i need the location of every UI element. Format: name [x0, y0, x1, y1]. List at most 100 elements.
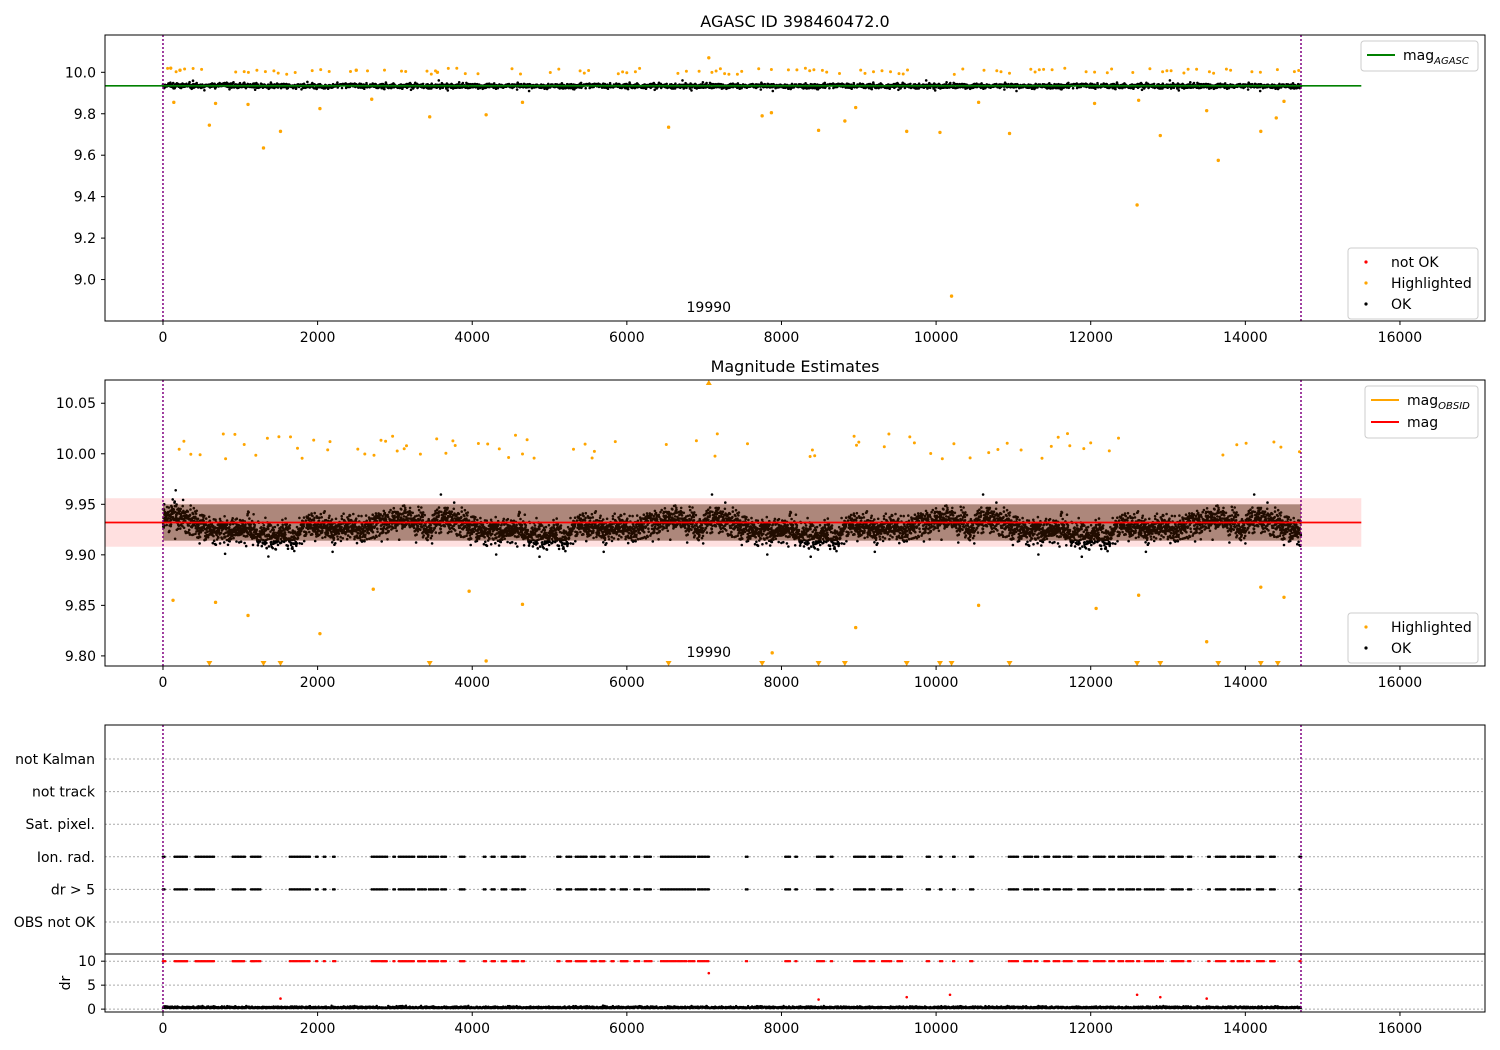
dr-plot-frame: [104, 953, 1486, 1013]
x-tick-label: 12000: [1068, 675, 1113, 691]
magnitude-estimates-panel: 0 2000 4000 6000 8000 10000 12000 14000 16000 9.8…: [56, 357, 1486, 691]
dr-outlier-point: [1135, 993, 1139, 997]
highlighted-point: [1136, 593, 1141, 597]
flag-row-label: dr > 5: [51, 882, 95, 898]
highlighted-point: [976, 100, 981, 105]
x-tick-label: 2000: [300, 1021, 336, 1037]
clipped-below-marker: [903, 661, 910, 666]
highlighted-point: [1136, 98, 1141, 102]
y-tick-label: 9.8: [74, 107, 96, 123]
highlighted-points: [177, 432, 1301, 461]
x-tick-label: 6000: [609, 1021, 645, 1037]
x-tick-label: 8000: [764, 675, 800, 691]
x-tick-label: 4000: [454, 675, 490, 691]
flag-row-label: Sat. pixel.: [26, 817, 95, 833]
legend-label: mag: [1407, 415, 1438, 431]
x-tick-label: 12000: [1068, 1021, 1113, 1037]
highlighted-point: [520, 602, 525, 607]
dr-panel: 0 5 10 dr 0 2000 4000 6000 8000 10000 12000 14000 16…: [58, 953, 1486, 1037]
highlighted-point: [435, 70, 440, 75]
estimates-point-legend: [1347, 612, 1479, 664]
x-tick-label: 16000: [1378, 330, 1423, 346]
highlighted-point: [261, 146, 266, 150]
highlighted-point: [213, 101, 218, 106]
highlighted-point: [207, 123, 212, 127]
highlighted-point: [843, 119, 847, 123]
legend-label: not OK: [1391, 255, 1439, 271]
legend-label: Highlighted: [1391, 620, 1472, 636]
highlighted-point: [707, 56, 711, 60]
y-tick-label: 9.85: [65, 598, 96, 614]
legend-marker: [1364, 625, 1368, 629]
x-tick-label: 0: [159, 330, 168, 346]
clipped-below-marker: [1257, 661, 1264, 666]
highlighted-point: [760, 114, 764, 118]
x-tick-label: 14000: [1223, 330, 1268, 346]
estimates-plot-frame: [104, 379, 1486, 667]
dr-outlier-point: [1158, 995, 1162, 999]
highlighted-point: [178, 68, 182, 72]
agasc-plot-frame: [104, 34, 1486, 322]
clipped-below-marker: [1134, 661, 1141, 666]
dr-axis-label: dr: [58, 975, 74, 990]
y-tick-label: 9.95: [65, 497, 96, 513]
chart-title: AGASC ID 398460472.0: [700, 12, 889, 31]
legend-subscript: AGASC: [1433, 56, 1469, 67]
highlighted-point: [1282, 99, 1286, 104]
flags-panel: not Kalman not track Sat. pixel. Ion. rad. d…: [14, 724, 1486, 955]
highlighted-point: [467, 589, 471, 593]
clipped-below-marker: [841, 661, 848, 666]
highlighted-point: [246, 102, 250, 107]
x-tick-label: 8000: [764, 1021, 800, 1037]
highlighted-point: [853, 105, 858, 110]
obsid-label: 19990: [687, 645, 732, 661]
highlighted-point: [318, 631, 322, 636]
agasc-line-legend: [1360, 40, 1479, 72]
y-tick-label: 0: [87, 1002, 96, 1018]
clipped-below-marker: [1157, 661, 1164, 666]
x-tick-label: 16000: [1378, 1021, 1423, 1037]
highlighted-point: [354, 68, 358, 72]
y-tick-label: 9.4: [74, 190, 96, 206]
legend-marker: [1364, 260, 1368, 264]
highlighted-point: [1094, 606, 1098, 611]
highlighted-point: [246, 613, 250, 618]
highlighted-point: [769, 111, 774, 115]
y-tick-label: 10.0: [65, 65, 96, 81]
legend-label: OK: [1391, 641, 1412, 657]
dr-outlier-point: [1205, 997, 1208, 1000]
obsid-label: 19990: [687, 300, 732, 316]
x-tick-label: 10000: [914, 1021, 959, 1037]
highlighted-point: [1204, 108, 1209, 113]
flag-row-label: not Kalman: [15, 752, 95, 768]
clipped-below-marker: [936, 661, 943, 666]
clipped-below-marker: [759, 661, 766, 666]
clipped-below-marker: [1215, 661, 1222, 666]
highlighted-point: [520, 100, 525, 105]
highlighted-point: [1259, 129, 1263, 134]
x-tick-label: 6000: [609, 330, 645, 346]
highlighted-point: [213, 600, 218, 605]
x-tick-label: 10000: [914, 675, 959, 691]
highlighted-point: [1204, 640, 1209, 644]
highlighted-point: [428, 115, 432, 119]
highlighted-point: [371, 587, 375, 591]
y-tick-label: 9.0: [74, 273, 96, 289]
x-tick-label: 10000: [914, 330, 959, 346]
dr-outlier-point: [817, 998, 820, 1001]
highlighted-point: [171, 598, 175, 603]
clipped-below-marker: [1006, 661, 1013, 666]
highlighted-points: [166, 66, 1301, 76]
dr-outlier-point: [905, 995, 909, 999]
clipped-below-marker: [1274, 661, 1281, 666]
highlighted-point: [1274, 116, 1278, 120]
flag-row-label: not track: [32, 785, 96, 801]
highlighted-point: [905, 129, 909, 134]
highlighted-point: [666, 125, 671, 129]
x-tick-label: 12000: [1068, 330, 1113, 346]
x-tick-label: 2000: [300, 330, 336, 346]
highlighted-point: [1259, 585, 1263, 589]
chart-title: Magnitude Estimates: [711, 357, 880, 376]
agasc-magnitude-panel: 0 2000 4000 6000 8000 10000 12000 14000 16000 9.0…: [65, 12, 1486, 346]
y-tick-label: 9.80: [65, 649, 96, 665]
